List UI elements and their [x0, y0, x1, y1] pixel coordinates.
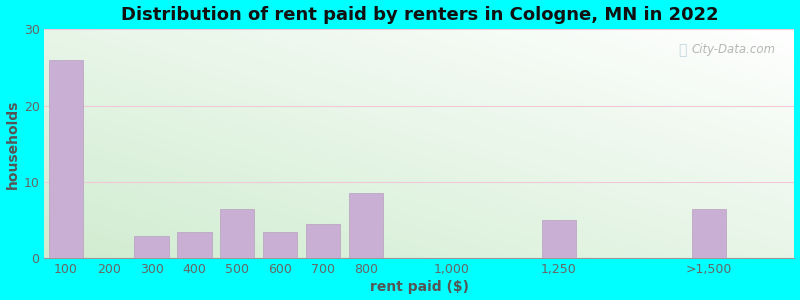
- Bar: [691, 209, 726, 258]
- Text: City-Data.com: City-Data.com: [691, 43, 776, 56]
- Text: ⓘ: ⓘ: [678, 43, 686, 57]
- Bar: [306, 224, 340, 258]
- X-axis label: rent paid ($): rent paid ($): [370, 280, 469, 294]
- Bar: [349, 194, 383, 258]
- Bar: [134, 236, 169, 258]
- Bar: [49, 60, 83, 258]
- Y-axis label: households: households: [6, 99, 19, 188]
- Bar: [220, 209, 254, 258]
- Bar: [178, 232, 211, 258]
- Bar: [542, 220, 576, 258]
- Bar: [263, 232, 298, 258]
- Title: Distribution of rent paid by renters in Cologne, MN in 2022: Distribution of rent paid by renters in …: [121, 6, 718, 24]
